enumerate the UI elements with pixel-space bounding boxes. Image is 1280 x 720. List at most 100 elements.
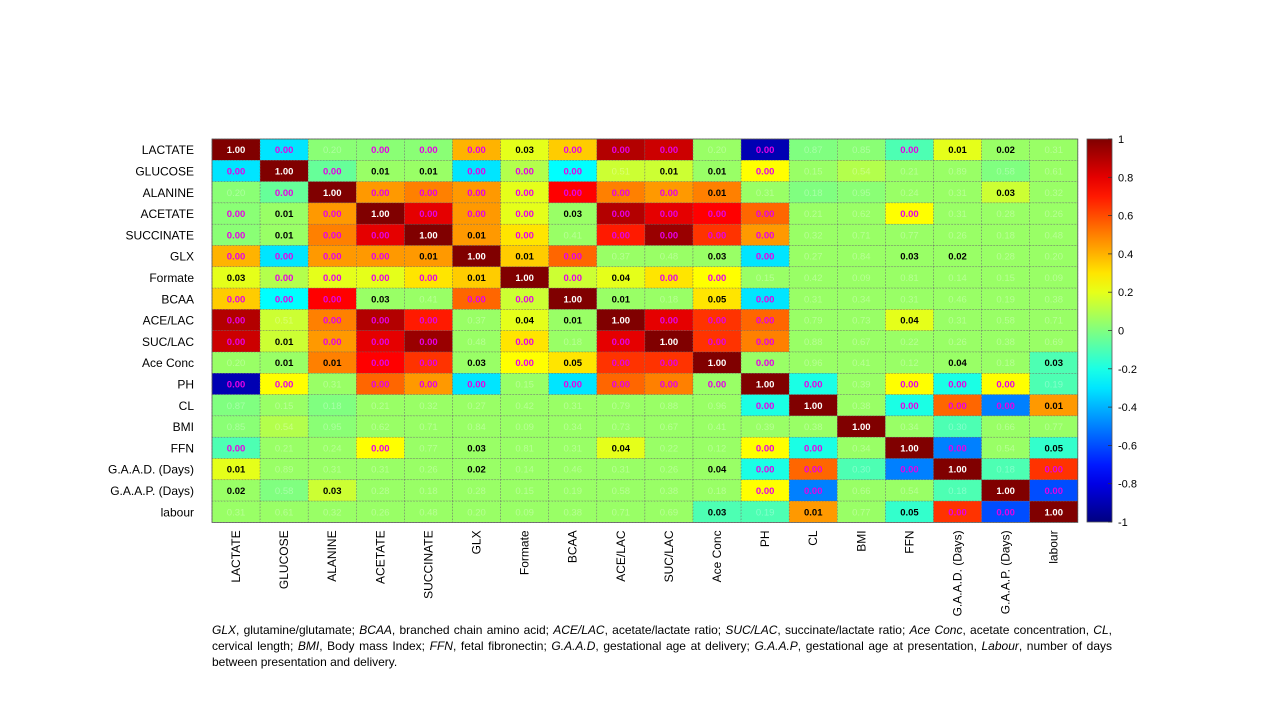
cell-value-label: 0.00	[515, 358, 534, 369]
cell-value-label: 0.00	[708, 337, 727, 348]
cell-value-label: 0.34	[900, 422, 919, 433]
cell-value-label: 0.87	[804, 145, 823, 156]
column-label: labour	[1047, 530, 1061, 563]
cell-value-label: 1.00	[852, 422, 871, 433]
cell-value-label: 0.00	[227, 379, 246, 390]
cell-value-label: 0.00	[804, 379, 823, 390]
cell-value-label: 1.00	[708, 358, 727, 369]
cell-value-label: 0.00	[371, 145, 390, 156]
cell-value-label: 0.26	[948, 337, 967, 348]
cell-value-label: 0.31	[227, 507, 246, 518]
cell-value-label: 0.00	[323, 252, 342, 263]
colorbar-tick-label: -0.8	[1118, 479, 1137, 491]
colorbar-tick-label: 0.2	[1118, 287, 1133, 299]
cell-value-label: 0.73	[852, 316, 871, 327]
cell-value-label: 0.31	[1045, 145, 1064, 156]
caption-abbreviation: G.A.A.D	[551, 639, 596, 653]
cell-value-label: 0.32	[419, 401, 438, 412]
cell-value-label: 0.00	[804, 486, 823, 497]
cell-value-label: 0.00	[371, 188, 390, 199]
cell-value-label: 0.00	[900, 145, 919, 156]
cell-value-label: 0.00	[323, 209, 342, 220]
cell-value-label: 0.67	[660, 422, 679, 433]
cell-value-label: 0.00	[419, 209, 438, 220]
cell-value-label: 0.00	[660, 209, 679, 220]
cell-value-label: 0.00	[708, 209, 727, 220]
cell-value-label: 0.00	[227, 443, 246, 454]
cell-value-label: 0.00	[275, 252, 294, 263]
cell-value-label: 0.21	[804, 209, 823, 220]
cell-value-label: 0.14	[515, 465, 534, 476]
cell-value-label: 0.03	[996, 188, 1015, 199]
cell-value-label: 0.00	[371, 358, 390, 369]
cell-value-label: 0.73	[612, 422, 631, 433]
row-label: LACTATE	[142, 143, 194, 157]
cell-value-label: 0.00	[419, 358, 438, 369]
cell-value-label: 0.00	[323, 273, 342, 284]
cell-value-label: 0.00	[467, 166, 486, 177]
caption-abbreviation: Labour	[981, 639, 1019, 653]
cell-value-label: 0.61	[1045, 166, 1064, 177]
column-label: CL	[806, 530, 820, 546]
cell-value-label: 0.18	[419, 486, 438, 497]
row-label: GLUCOSE	[135, 164, 194, 178]
cell-value-label: 0.03	[1045, 358, 1064, 369]
cell-value-label: 0.19	[564, 486, 583, 497]
cell-value-label: 0.00	[804, 443, 823, 454]
cell-value-label: 0.00	[515, 230, 534, 241]
cell-value-label: 0.00	[756, 465, 775, 476]
caption-text: , acetate/lactate ratio;	[604, 623, 726, 637]
column-label: G.A.A.P. (Days)	[999, 530, 1013, 614]
row-label: labour	[161, 505, 194, 519]
cell-value-label: 0.00	[996, 379, 1015, 390]
cell-value-label: 0.85	[227, 422, 246, 433]
row-label: SUC/LAC	[142, 335, 194, 349]
cell-value-label: 0.62	[852, 209, 871, 220]
cell-value-label: 0.03	[900, 252, 919, 263]
cell-value-label: 0.00	[756, 145, 775, 156]
heatmap-cell-labels: 1.00 0.00 0.20 0.00 0.00 0.00 0.03 0.00 0.00 0.00…	[227, 145, 1064, 518]
caption-abbreviation: G.A.A.P	[754, 639, 798, 653]
cell-value-label: 0.15	[515, 486, 534, 497]
cell-value-label: 0.54	[900, 486, 919, 497]
cell-value-label: 0.77	[1045, 422, 1064, 433]
cell-value-label: 0.20	[467, 507, 486, 518]
cell-value-label: 0.00	[660, 316, 679, 327]
colorbar-tick-label: -0.2	[1118, 364, 1137, 376]
cell-value-label: 0.01	[275, 230, 294, 241]
cell-value-label: 0.09	[852, 273, 871, 284]
cell-value-label: 0.00	[515, 188, 534, 199]
cell-value-label: 0.58	[275, 486, 294, 497]
cell-value-label: 0.01	[467, 273, 486, 284]
column-label: Ace Conc	[710, 530, 724, 582]
cell-value-label: 0.26	[419, 465, 438, 476]
cell-value-label: 0.04	[515, 316, 534, 327]
cell-value-label: 0.00	[660, 188, 679, 199]
cell-value-label: 0.01	[612, 294, 631, 305]
cell-value-label: 0.15	[756, 273, 775, 284]
column-label: ACE/LAC	[614, 530, 628, 582]
cell-value-label: 0.28	[467, 486, 486, 497]
cell-value-label: 0.58	[996, 166, 1015, 177]
row-label: FFN	[171, 441, 194, 455]
cell-value-label: 0.00	[323, 166, 342, 177]
cell-value-label: 0.09	[1045, 273, 1064, 284]
cell-value-label: 0.26	[1045, 209, 1064, 220]
column-label: SUCCINATE	[421, 530, 435, 598]
cell-value-label: 0.77	[852, 507, 871, 518]
cell-value-label: 0.41	[419, 294, 438, 305]
cell-value-label: 0.00	[467, 188, 486, 199]
colorbar-tick-label: 0.6	[1118, 211, 1133, 223]
caption-abbreviation: CL	[1093, 623, 1109, 637]
caption-text: , gestational age at delivery;	[595, 639, 755, 653]
cell-value-label: 0.00	[227, 230, 246, 241]
cell-value-label: 0.03	[467, 358, 486, 369]
cell-value-label: 0.00	[323, 316, 342, 327]
row-label: GLX	[170, 250, 194, 264]
cell-value-label: 0.03	[371, 294, 390, 305]
cell-value-label: 0.00	[948, 401, 967, 412]
cell-value-label: 0.00	[227, 166, 246, 177]
caption-text: , number of days between presentation an…	[212, 639, 1112, 669]
cell-value-label: 0.37	[467, 316, 486, 327]
row-label: G.A.A.P. (Days)	[110, 484, 194, 498]
